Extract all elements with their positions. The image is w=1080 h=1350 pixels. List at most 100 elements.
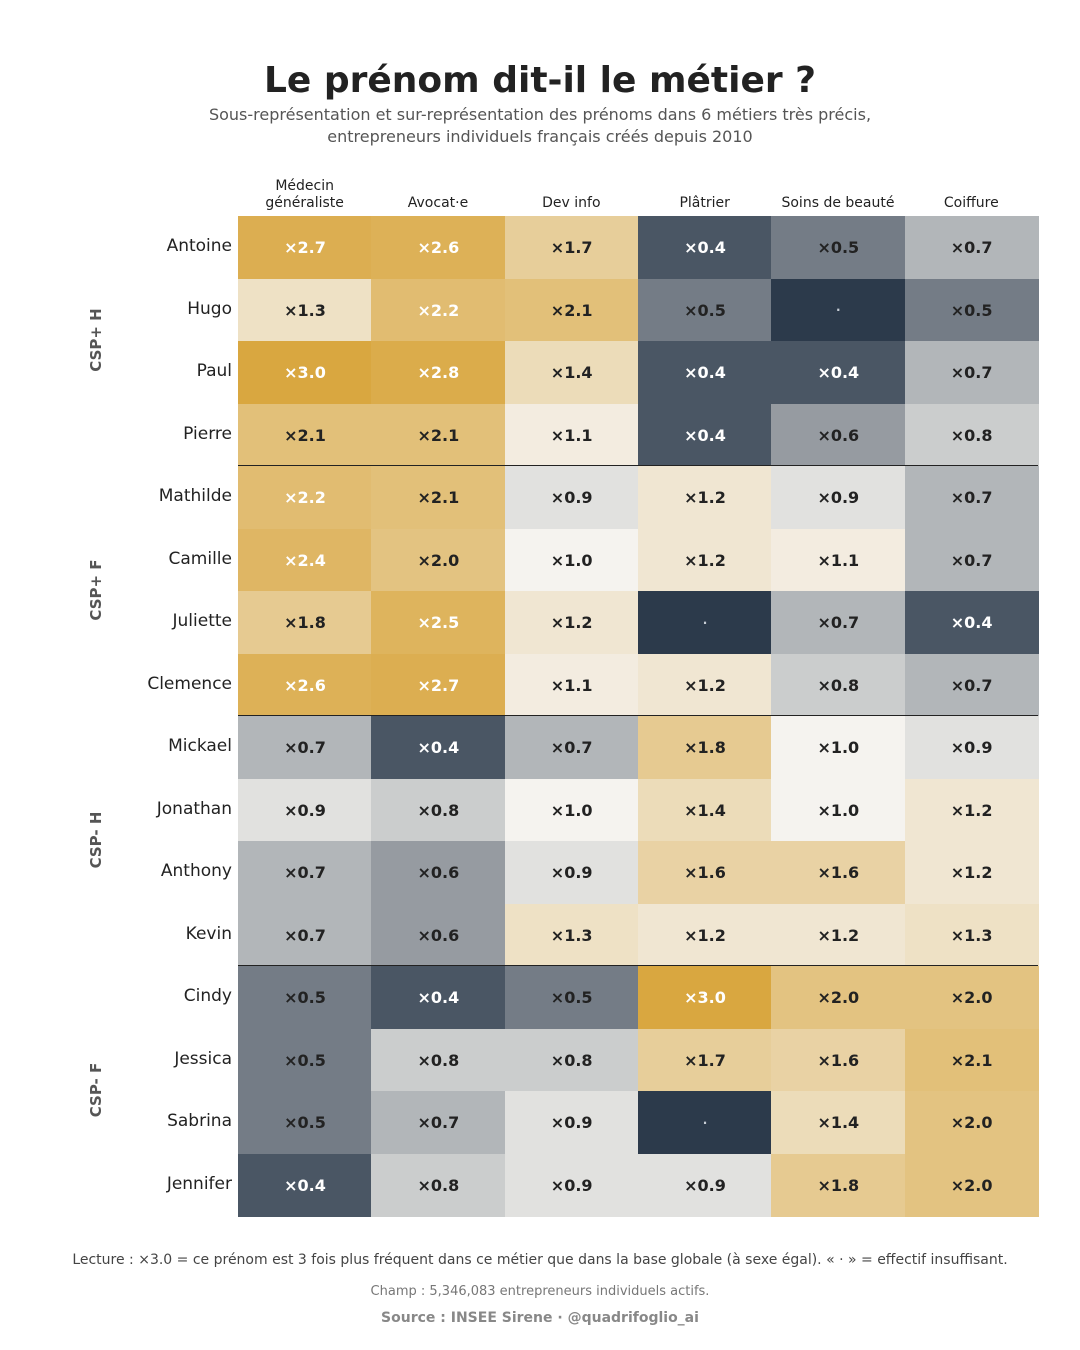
heatmap-cell: ×1.2 — [904, 841, 1039, 904]
heatmap-cell: ×1.3 — [904, 903, 1039, 967]
heatmap-cell: ×0.6 — [371, 903, 506, 967]
heatmap-cell: ×1.8 — [771, 1153, 906, 1217]
column-header: Plâtrier — [679, 195, 730, 211]
heatmap-cell: ×2.6 — [238, 653, 372, 717]
heatmap-cell: ×1.6 — [637, 841, 772, 904]
row-label: Camille — [168, 548, 232, 569]
heatmap-cell: ×1.0 — [771, 778, 906, 842]
column-header: Coiffure — [943, 195, 999, 211]
heatmap-cell: ×1.3 — [504, 903, 639, 967]
heatmap-cell: ×0.4 — [771, 341, 906, 404]
heatmap-cell: ×1.2 — [637, 466, 772, 529]
heatmap-cell: ×0.9 — [504, 841, 639, 904]
row-label: Hugo — [187, 298, 232, 319]
heatmap-cell: ×0.4 — [371, 966, 506, 1029]
heatmap-cell: ×1.0 — [504, 778, 639, 842]
row-label: Sabrina — [167, 1111, 232, 1132]
heatmap-cell: ×0.9 — [504, 1091, 639, 1154]
heatmap-cell: ×0.5 — [238, 1028, 372, 1092]
heatmap-cell: ×1.1 — [771, 528, 906, 592]
heatmap-cell: ×1.7 — [637, 1028, 772, 1092]
heatmap-cell: ×0.5 — [238, 1091, 372, 1154]
chart-title: Le prénom dit-il le métier ? — [263, 60, 817, 101]
heatmap-cell: ×0.9 — [904, 716, 1039, 779]
row-label: Juliette — [172, 611, 232, 632]
heatmap-cell: ×0.5 — [904, 278, 1039, 342]
scope-note: Champ : 5,346,083 entrepreneurs individu… — [370, 1284, 710, 1299]
heatmap-cell: ×2.4 — [238, 528, 372, 592]
heatmap-cell: ×0.7 — [904, 653, 1039, 717]
heatmap-cell: ×3.0 — [238, 341, 372, 404]
heatmap-cell: ×2.5 — [371, 591, 506, 654]
heatmap-cell: ×0.4 — [238, 1153, 372, 1217]
heatmap-cell: ×1.0 — [504, 528, 639, 592]
row-label: Clemence — [147, 673, 232, 694]
heatmap-cell: ×3.0 — [637, 966, 772, 1029]
heatmap-cell: ×1.2 — [771, 903, 906, 967]
column-header: Soins de beauté — [781, 195, 895, 211]
heatmap-cell: ×1.2 — [904, 778, 1039, 842]
heatmap-cell: ×2.1 — [371, 466, 506, 529]
row-label: Jessica — [174, 1048, 232, 1069]
heatmap-cell: ×0.8 — [371, 1153, 506, 1217]
row-label: Mathilde — [158, 486, 232, 507]
heatmap-cell: ×2.0 — [771, 966, 906, 1029]
heatmap-cell: ×0.7 — [904, 466, 1039, 529]
heatmap-cell: ×1.4 — [771, 1091, 906, 1154]
heatmap-cell: ×1.8 — [238, 591, 372, 654]
heatmap-cell: ×0.7 — [904, 528, 1039, 592]
heatmap-cell: ×1.3 — [238, 278, 372, 342]
heatmap-cell: ×1.2 — [637, 528, 772, 592]
row-label: Anthony — [160, 861, 232, 882]
heatmap-cell: ×2.1 — [904, 1028, 1039, 1092]
chart-subtitle: Sous-représentation et sur-représentatio… — [208, 105, 872, 146]
heatmap-cell: ×2.0 — [371, 528, 506, 592]
heatmap-cell: ×0.7 — [504, 716, 639, 779]
row-label: Paul — [196, 361, 232, 382]
heatmap-cell: ×0.9 — [238, 778, 372, 842]
heatmap-cell: ×1.8 — [637, 716, 772, 779]
column-header: Médecin généraliste — [265, 178, 344, 211]
row-label: Kevin — [185, 923, 232, 944]
heatmap-cell: ×0.8 — [371, 1028, 506, 1092]
heatmap-cell: ×1.1 — [504, 653, 639, 717]
heatmap-cell: ×0.5 — [238, 966, 372, 1029]
heatmap-cell: ×0.7 — [238, 903, 372, 967]
heatmap-cell: ×1.2 — [504, 591, 639, 654]
heatmap-cell: ×1.4 — [637, 778, 772, 842]
heatmap-cell: ×1.0 — [771, 716, 906, 779]
heatmap-cell: · — [771, 278, 906, 342]
heatmap-cell: ×2.1 — [371, 403, 506, 467]
heatmap-cell: ×2.1 — [238, 403, 372, 467]
heatmap-cell: ×2.7 — [238, 216, 372, 279]
heatmap-cell: ×0.7 — [238, 716, 372, 779]
heatmap-cell: ×0.8 — [904, 403, 1039, 467]
row-label: Jennifer — [166, 1173, 232, 1194]
heatmap-cell: ×0.7 — [904, 341, 1039, 404]
heatmap-cell: ×0.6 — [371, 841, 506, 904]
heatmap-cell: ×0.4 — [904, 591, 1039, 654]
group-label: CSP- F — [87, 1062, 105, 1118]
heatmap-cell: ×2.2 — [238, 466, 372, 529]
heatmap-cell: ×2.8 — [371, 341, 506, 404]
group-label: CSP+ F — [87, 559, 105, 621]
heatmap-cell: ×1.4 — [504, 341, 639, 404]
footnote: Lecture : ×3.0 = ce prénom est 3 fois pl… — [72, 1252, 1008, 1268]
row-label: Jonathan — [156, 798, 232, 819]
heatmap-cell: ×1.2 — [637, 903, 772, 967]
heatmap-cell: ×0.9 — [771, 466, 906, 529]
row-label: Antoine — [166, 236, 232, 257]
heatmap-cell: ×0.5 — [504, 966, 639, 1029]
column-header: Dev info — [542, 195, 601, 211]
heatmap-cell: ×1.6 — [771, 841, 906, 904]
heatmap-cell: ×0.9 — [504, 1153, 639, 1217]
heatmap-cell: ×0.7 — [771, 591, 906, 654]
heatmap-cell: ×2.2 — [371, 278, 506, 342]
heatmap-cell: ×0.5 — [771, 216, 906, 279]
group-label: CSP- H — [87, 811, 105, 869]
heatmap-cell: ×1.2 — [637, 653, 772, 717]
heatmap-cell: ×2.0 — [904, 966, 1039, 1029]
group-label: CSP+ H — [87, 308, 105, 372]
heatmap-cell: ×2.0 — [904, 1091, 1039, 1154]
heatmap-cell: ×0.8 — [504, 1028, 639, 1092]
